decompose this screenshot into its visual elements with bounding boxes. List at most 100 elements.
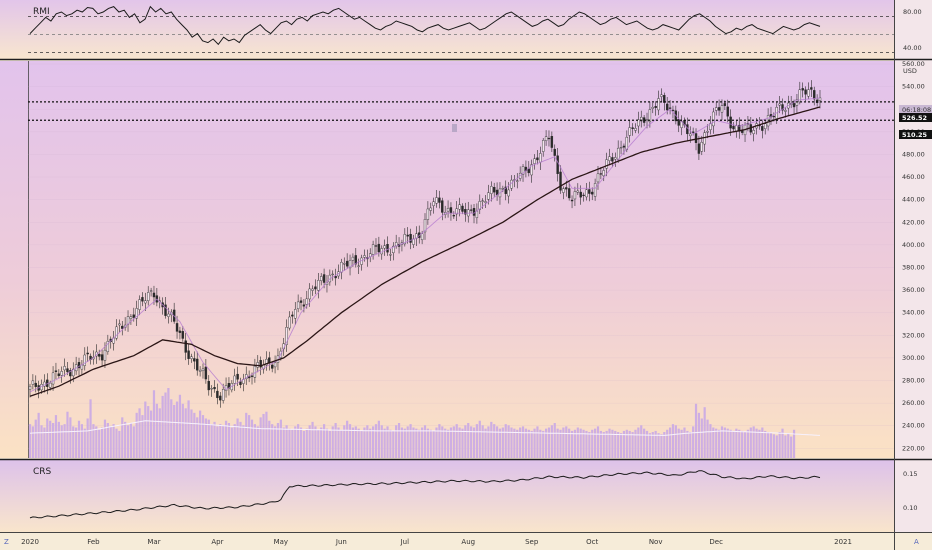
candle-body — [490, 186, 493, 194]
volume-bar — [147, 406, 150, 458]
candle-body — [423, 219, 427, 233]
candle-body — [273, 362, 277, 368]
candle-body — [343, 263, 346, 265]
candle-body — [487, 192, 490, 200]
volume-bar — [484, 428, 487, 458]
volume-bar — [227, 423, 231, 458]
volume-bar — [487, 426, 490, 458]
volume-bar — [631, 432, 634, 458]
candle-body — [207, 380, 210, 391]
volume-bar — [449, 427, 453, 458]
candle-body — [149, 290, 153, 292]
volume-bar — [775, 435, 778, 458]
candle-body — [582, 194, 585, 197]
candle-body — [622, 145, 626, 148]
volume-bar — [510, 427, 513, 458]
candle-body — [813, 90, 816, 100]
candle-body — [164, 304, 167, 316]
candle-body — [801, 88, 804, 91]
corner-right-label[interactable]: A — [914, 538, 919, 546]
volume-bar — [60, 425, 63, 458]
volume-bar — [213, 421, 216, 458]
candle-body — [648, 109, 652, 123]
candle-body — [478, 201, 481, 210]
candle-body — [219, 395, 222, 401]
candle-body — [530, 164, 533, 176]
volume-bar — [216, 426, 219, 458]
candle-body — [556, 155, 559, 174]
volume-bar — [83, 428, 86, 458]
rmi-label: RMI — [33, 7, 50, 17]
volume-bar — [331, 426, 334, 458]
volume-bar — [432, 430, 435, 458]
price-axis-bg — [894, 0, 932, 532]
volume-bar — [435, 427, 438, 458]
candle-body — [657, 98, 660, 111]
volume-bar — [556, 428, 559, 458]
candle-body — [516, 180, 519, 182]
volume-bar — [640, 425, 643, 458]
candle-body — [542, 140, 545, 152]
candle-body — [619, 147, 623, 149]
candle-body — [299, 300, 303, 303]
corner-left-label[interactable]: Z — [4, 538, 9, 546]
volume-bar — [671, 424, 675, 458]
candle-body — [132, 314, 135, 318]
volume-bar — [467, 423, 470, 458]
candle-body — [97, 353, 101, 357]
candle-body — [57, 373, 61, 377]
volume-bar — [276, 423, 280, 458]
candle-body — [596, 173, 600, 183]
candle-body — [178, 330, 182, 333]
candle-body — [184, 340, 187, 353]
volume-bar — [328, 430, 331, 458]
event-marker[interactable] — [452, 124, 457, 132]
volume-bar — [400, 427, 404, 458]
volume-bar — [95, 426, 98, 458]
volume-bar — [245, 412, 248, 458]
volume-bar — [86, 418, 89, 458]
volume-bar — [565, 426, 568, 458]
candle-body — [438, 197, 441, 203]
volume-bar — [645, 430, 649, 458]
time-axis[interactable]: 2020 Feb Mar Apr May Jun Jul Aug Sep Oct Nov Dec 202… — [21, 538, 852, 546]
candle-body — [210, 388, 213, 390]
candle-body — [472, 208, 476, 216]
candle-body — [63, 366, 66, 371]
candle-body — [677, 119, 680, 126]
volume-bar — [193, 412, 196, 458]
candle-body — [501, 188, 505, 190]
volume-bar — [582, 429, 585, 458]
candle-body — [738, 124, 741, 132]
volume-bar — [732, 430, 735, 458]
volume-bar — [34, 419, 37, 458]
volume-bar — [784, 435, 787, 458]
crs-pane — [0, 460, 894, 532]
volume-bar — [755, 428, 758, 458]
candle-body — [354, 255, 358, 265]
volume-bar — [446, 429, 450, 458]
volume-bar — [493, 424, 496, 458]
candle-body — [334, 275, 337, 279]
volume-bar — [273, 426, 277, 458]
candle-body — [697, 143, 701, 154]
volume-bar — [236, 418, 239, 458]
countdown-text: 06:18:08 — [902, 106, 931, 114]
candle-body — [31, 380, 35, 385]
candle-body — [458, 204, 461, 210]
candle-body — [521, 166, 525, 175]
volume-bar — [392, 430, 395, 458]
candle-body — [752, 130, 755, 134]
volume-bar — [161, 395, 164, 458]
volume-bar — [481, 425, 484, 458]
candle-body — [492, 187, 496, 193]
volume-bar — [478, 420, 481, 458]
last-price-text: 526.52 — [902, 114, 927, 122]
volume-bar — [210, 424, 213, 458]
volume-bar — [291, 429, 294, 458]
volume-bar — [115, 428, 118, 458]
time-tick-label: Jun — [335, 538, 347, 546]
volume-bar — [308, 425, 311, 458]
volume-bar — [769, 433, 773, 458]
